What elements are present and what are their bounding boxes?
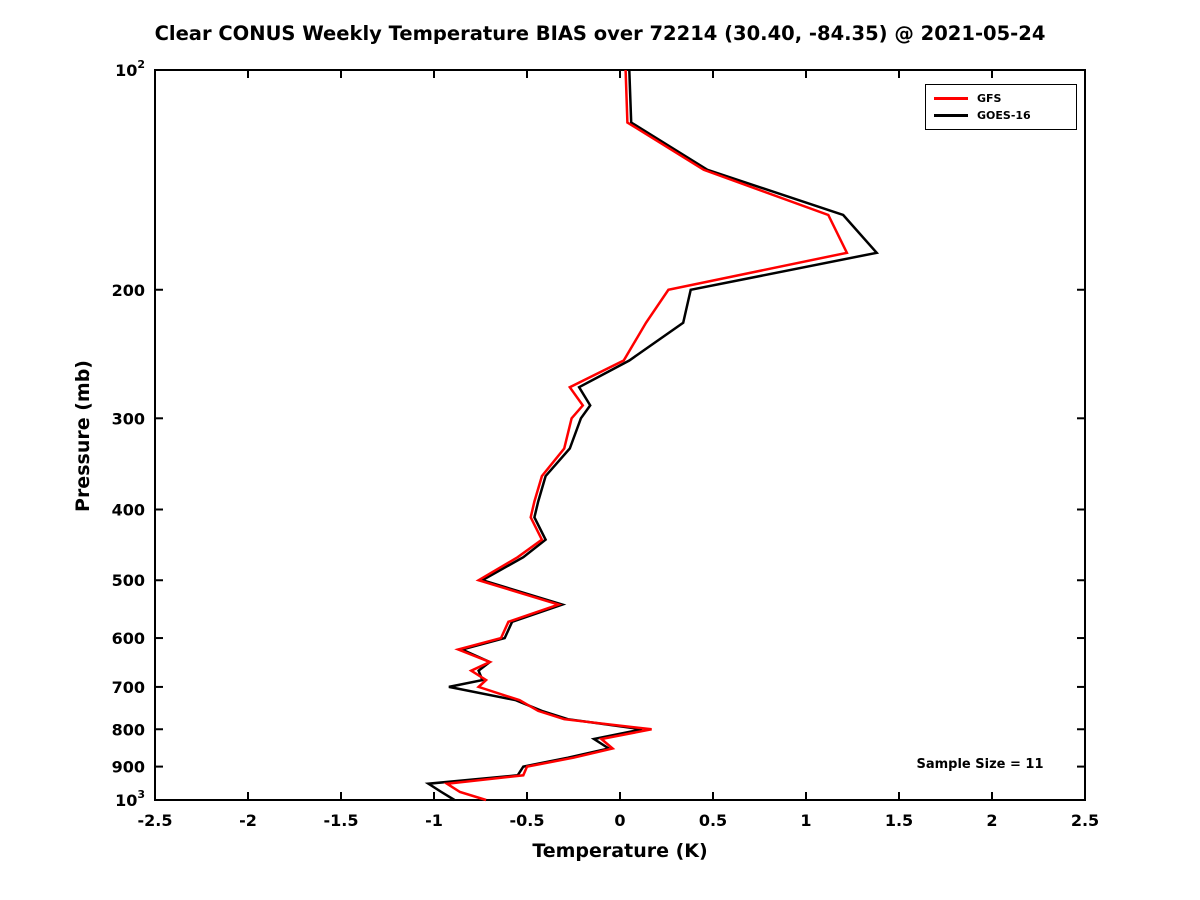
- series-line-gfs: [443, 69, 849, 802]
- y-axis-label: Pressure (mb): [72, 360, 94, 512]
- x-tick-label: -2: [239, 811, 257, 830]
- chart-title: Clear CONUS Weekly Temperature BIAS over…: [154, 22, 1046, 45]
- y-tick-label: 400: [112, 501, 145, 520]
- x-tick-label: -1.5: [324, 811, 359, 830]
- legend-label-goes16: GOES-16: [977, 109, 1031, 122]
- x-tick-label: 1: [800, 811, 811, 830]
- legend-box: GFS GOES-16: [925, 84, 1077, 130]
- goes16-line-swatch: [934, 114, 968, 117]
- x-tick-label: -1: [425, 811, 443, 830]
- x-tick-label: 1.5: [885, 811, 913, 830]
- y-tick-label: 500: [112, 571, 145, 590]
- series-line-goes-16: [424, 69, 880, 802]
- x-tick-label: -2.5: [138, 811, 173, 830]
- legend-entry-goes16: GOES-16: [934, 107, 1068, 124]
- x-tick-label: -0.5: [510, 811, 545, 830]
- y-tick-label: 103: [115, 788, 145, 810]
- y-tick-label: 800: [112, 720, 145, 739]
- axes-layer: -2.5 -2 -1.5 -1 -0.5 0 0.5 1 1.5 2 2.5 102 200 300 400…: [112, 58, 1100, 830]
- plot-box: [154, 69, 1086, 801]
- y-tick-label: 600: [112, 629, 145, 648]
- x-tick-label: 0: [614, 811, 625, 830]
- y-tick-label: 700: [112, 678, 145, 697]
- sample-size-annotation: Sample Size = 11: [916, 757, 1044, 772]
- y-tick-label: 102: [115, 58, 145, 80]
- y-tick-label: 900: [112, 758, 145, 777]
- x-tick-label: 2.5: [1071, 811, 1099, 830]
- x-tick-label: 2: [986, 811, 997, 830]
- data-series-layer: [424, 69, 880, 802]
- x-tick-label: 0.5: [699, 811, 727, 830]
- legend-entry-gfs: GFS: [934, 90, 1068, 107]
- gfs-line-swatch: [934, 97, 968, 100]
- y-tick-label: 300: [112, 409, 145, 428]
- x-axis-label: Temperature (K): [532, 840, 708, 862]
- y-tick-label: 200: [112, 281, 145, 300]
- legend-label-gfs: GFS: [977, 92, 1002, 105]
